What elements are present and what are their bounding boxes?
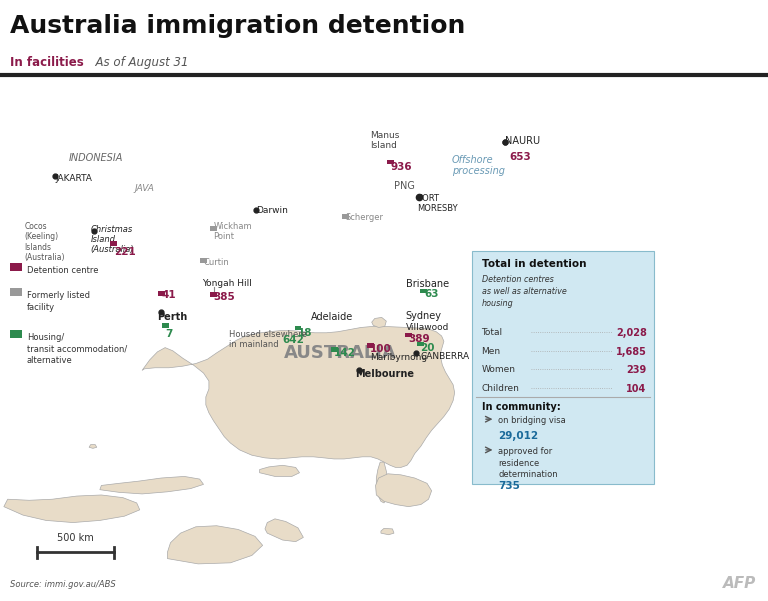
Text: Melbourne: Melbourne (355, 370, 414, 379)
Text: Total in detention: Total in detention (482, 259, 586, 269)
Polygon shape (372, 317, 386, 328)
Bar (295, 326, 302, 331)
Text: 7: 7 (165, 329, 173, 339)
Text: approved for
residence
determination: approved for residence determination (498, 447, 558, 480)
Text: Total: Total (482, 328, 503, 337)
Text: 20: 20 (420, 343, 435, 353)
Bar (10, 263, 22, 271)
Text: Sydney: Sydney (406, 311, 442, 320)
Text: NAURU: NAURU (505, 136, 541, 146)
Text: Scherger: Scherger (346, 213, 383, 222)
Bar (10, 288, 22, 296)
Text: 100: 100 (370, 344, 392, 354)
Text: PORT
MORESBY: PORT MORESBY (417, 194, 458, 213)
Text: 500 km: 500 km (57, 532, 94, 543)
Text: Villawood: Villawood (406, 323, 449, 332)
FancyBboxPatch shape (472, 251, 654, 484)
Text: 936: 936 (390, 162, 412, 172)
Text: Housed elsewhere
in mainland: Housed elsewhere in mainland (229, 329, 306, 349)
Text: Maribyrnong: Maribyrnong (370, 353, 427, 362)
Polygon shape (265, 519, 303, 542)
Text: Darwin: Darwin (256, 206, 288, 215)
Text: Manus
Island: Manus Island (370, 131, 399, 150)
Text: 221: 221 (114, 247, 135, 257)
Bar (10, 329, 22, 338)
Text: on bridging visa: on bridging visa (498, 416, 566, 425)
Text: Children: Children (482, 383, 519, 392)
Text: 41: 41 (161, 290, 176, 300)
Text: Adelaide: Adelaide (311, 312, 353, 322)
Bar (330, 347, 338, 352)
Polygon shape (376, 474, 432, 507)
Text: AFP: AFP (723, 576, 756, 591)
Text: Detention centres
as well as alternative
housing: Detention centres as well as alternative… (482, 275, 566, 308)
Text: Australia immigration detention: Australia immigration detention (10, 14, 465, 37)
Text: 239: 239 (627, 365, 647, 375)
Text: Christmas
Island
(Australia): Christmas Island (Australia) (91, 225, 134, 254)
Text: 18: 18 (298, 328, 313, 338)
Text: 735: 735 (498, 481, 520, 490)
Text: Detention centre: Detention centre (27, 266, 98, 275)
Text: In community:: In community: (482, 402, 561, 412)
Text: Offshore
processing: Offshore processing (452, 154, 505, 176)
Text: As of August 31: As of August 31 (88, 55, 189, 69)
Text: In facilities: In facilities (10, 55, 84, 69)
Bar (210, 292, 217, 297)
Text: Wickham
Point: Wickham Point (214, 222, 252, 242)
Polygon shape (499, 319, 528, 347)
Bar (343, 215, 349, 219)
Text: Brisbane: Brisbane (406, 279, 449, 288)
Polygon shape (4, 495, 140, 522)
Polygon shape (167, 526, 263, 564)
Text: PNG: PNG (394, 181, 415, 191)
Text: 29,012: 29,012 (498, 431, 538, 441)
Bar (111, 241, 117, 246)
Polygon shape (502, 348, 527, 367)
Polygon shape (89, 445, 97, 448)
Text: Source: immi.gov.au/ABS: Source: immi.gov.au/ABS (10, 581, 116, 590)
Bar (421, 288, 427, 293)
Text: JAVA: JAVA (134, 184, 154, 193)
Text: 2,028: 2,028 (616, 328, 647, 338)
Text: AUSTRALIA: AUSTRALIA (284, 344, 397, 362)
Text: 389: 389 (409, 334, 430, 344)
Text: Yongah Hill: Yongah Hill (202, 279, 252, 288)
Text: Women: Women (482, 365, 515, 374)
Text: 63: 63 (424, 289, 439, 299)
Bar (161, 323, 168, 328)
Text: Cocos
(Keeling)
Islands
(Australia): Cocos (Keeling) Islands (Australia) (25, 222, 65, 262)
Polygon shape (376, 462, 389, 503)
Bar (417, 341, 424, 346)
Text: Housing/
transit accommodation/
alternative: Housing/ transit accommodation/ alternat… (27, 333, 127, 365)
Polygon shape (381, 528, 394, 535)
Text: 385: 385 (214, 293, 235, 302)
Text: Formerly listed
facility: Formerly listed facility (27, 291, 90, 312)
Bar (387, 160, 393, 165)
Bar (366, 343, 373, 348)
Bar (406, 332, 412, 337)
Bar (157, 291, 164, 296)
Text: Curtin: Curtin (204, 257, 230, 266)
Text: JAKARTA: JAKARTA (55, 174, 92, 183)
Text: INDONESIA: INDONESIA (69, 153, 124, 163)
Text: Perth: Perth (157, 312, 187, 322)
Polygon shape (142, 326, 455, 468)
Text: 104: 104 (627, 383, 647, 394)
Text: 653: 653 (509, 152, 531, 162)
Text: Men: Men (482, 347, 501, 356)
Polygon shape (260, 465, 300, 477)
Text: 642: 642 (283, 335, 304, 345)
Text: 1,685: 1,685 (616, 347, 647, 356)
Text: 142: 142 (334, 347, 356, 358)
Bar (200, 258, 207, 263)
Bar (210, 227, 217, 231)
Text: CANBERRA: CANBERRA (421, 352, 470, 361)
Polygon shape (100, 477, 204, 494)
